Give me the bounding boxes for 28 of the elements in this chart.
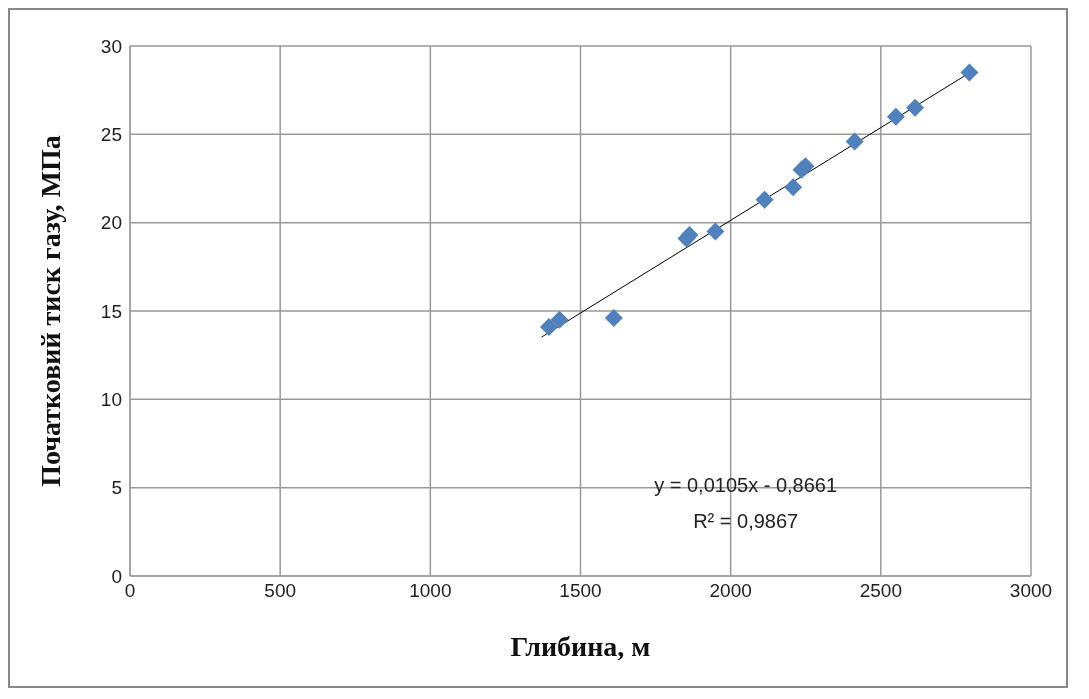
x-tick-label: 2000 [709,580,752,602]
x-axis-title: Глибина, м [510,631,651,662]
annotation: R² = 0,9867 [692,509,800,533]
y-tick-label: 20 [100,212,122,234]
point [755,190,774,209]
point [960,63,979,82]
x-tick-label: 500 [264,580,297,602]
point [886,107,905,126]
y-tick-label: 5 [111,477,122,499]
point [706,222,725,241]
x-tick-label: 1500 [559,580,602,602]
point [845,132,864,151]
point [906,98,925,117]
point [539,317,558,336]
y-tick-label: 25 [100,124,122,146]
y-tick-label: 15 [100,300,122,322]
point [784,178,803,197]
x-tick-label: 1000 [409,580,452,602]
x-tick-label: 3000 [1009,580,1053,602]
point [604,309,623,328]
annotation: y = 0,0105x - 0,8661 [653,473,839,497]
point [796,157,815,176]
y-tick-label: 30 [100,35,122,57]
y-axis-title: Початковий тиск газу, МПа [34,135,66,487]
point [550,310,569,329]
y-tick-label: 10 [100,389,122,411]
y-tick-label: 0 [111,565,122,587]
x-tick-label: 2500 [859,580,902,602]
